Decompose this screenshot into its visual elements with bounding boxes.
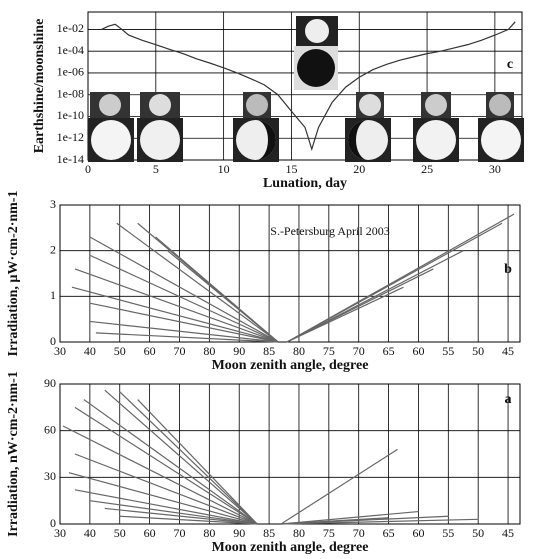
data-line — [89, 236, 279, 343]
panel-label: c — [507, 57, 513, 72]
y-tick-label: 1 — [50, 288, 56, 302]
x-tick-label: 30 — [54, 344, 66, 358]
data-line — [167, 250, 279, 343]
y-tick-label: 2 — [50, 242, 56, 256]
y-axis-label: Irradiation, µW·cm-2·nm-1 — [6, 191, 21, 357]
x-tick-label: 20 — [353, 162, 365, 176]
x-axis-label: Moon zenith angle, degree — [212, 540, 369, 555]
x-tick-label: 75 — [323, 344, 335, 358]
x-tick-label: 85 — [263, 344, 275, 358]
x-tick-label: 70 — [173, 344, 185, 358]
x-tick-label: 50 — [114, 344, 126, 358]
panel-label: a — [505, 392, 512, 407]
y-tick-label: 1e-04 — [57, 43, 84, 57]
data-line — [286, 286, 404, 343]
x-tick-label: 55 — [442, 526, 454, 540]
x-tick-label: 70 — [353, 526, 365, 540]
data-line — [101, 21, 516, 152]
data-line — [89, 254, 279, 343]
x-tick-label: 80 — [293, 344, 305, 358]
data-line — [95, 332, 279, 343]
x-tick-label: 40 — [84, 526, 96, 540]
x-tick-label: 80 — [203, 526, 215, 540]
x-tick-label: 65 — [383, 526, 395, 540]
data-line — [74, 453, 258, 525]
data-line — [89, 302, 279, 343]
data-line — [280, 448, 398, 525]
y-tick-label: 1e-06 — [57, 65, 84, 79]
data-line — [280, 510, 419, 525]
y-tick-label: 1e-12 — [57, 130, 84, 144]
data-line — [74, 406, 258, 525]
x-tick-label: 60 — [144, 344, 156, 358]
annotation: S.-Petersburg April 2003 — [270, 224, 389, 238]
x-tick-label: 45 — [502, 344, 514, 358]
x-tick-label: 50 — [114, 526, 126, 540]
data-line — [83, 399, 258, 525]
data-line — [71, 286, 279, 343]
y-tick-label: 0 — [50, 334, 56, 348]
panel: 1e-14 1e-12 1e-10 1e-08 1e-06 1e-04 1e-02 0 5 10 1… — [57, 11, 523, 191]
x-tick-label: 0 — [85, 162, 91, 176]
y-tick-label: 30 — [44, 469, 56, 483]
moon-images — [88, 16, 524, 162]
x-tick-label: 60 — [412, 344, 424, 358]
data-line — [104, 507, 258, 525]
data-line — [281, 517, 389, 525]
y-tick-label: 90 — [44, 376, 56, 390]
x-tick-label: 80 — [203, 344, 215, 358]
data-line — [286, 268, 434, 343]
x-tick-label: 50 — [472, 526, 484, 540]
x-axis-label: Lunation, day — [263, 176, 347, 191]
x-tick-label: 65 — [383, 344, 395, 358]
panel: 0 1 2 3 30 40 50 60 70 80 90 85 80 75 70 65 60 55 50 45 Moon… — [50, 197, 521, 373]
x-tick-label: 30 — [54, 526, 66, 540]
y-tick-label: 0 — [50, 516, 56, 530]
x-tick-label: 25 — [421, 162, 433, 176]
x-tick-label: 70 — [173, 526, 185, 540]
data-line — [89, 500, 258, 525]
y-tick-label: 3 — [50, 197, 56, 211]
x-tick-label: 60 — [412, 526, 424, 540]
x-tick-label: 75 — [323, 526, 335, 540]
data-line — [68, 472, 258, 525]
x-tick-label: 50 — [472, 344, 484, 358]
x-tick-label: 80 — [293, 526, 305, 540]
data-line — [74, 268, 279, 343]
x-tick-label: 55 — [442, 344, 454, 358]
y-axis-label: Irradiation, nW·cm-2·nm-1 — [6, 371, 21, 537]
data-line — [119, 391, 258, 525]
x-tick-label: 15 — [285, 162, 297, 176]
x-tick-label: 30 — [489, 162, 501, 176]
y-tick-label: 1e-10 — [57, 108, 84, 122]
y-tick-label: 1e-02 — [57, 21, 84, 35]
data-line — [119, 515, 258, 525]
x-tick-label: 45 — [502, 526, 514, 540]
plot-frame — [59, 383, 521, 525]
panel-label: b — [504, 262, 512, 277]
x-axis-label: Moon zenith angle, degree — [212, 358, 369, 373]
data-line — [137, 399, 258, 525]
data-line — [89, 320, 279, 343]
y-tick-label: 1e-14 — [57, 152, 84, 166]
y-tick-label: 1e-08 — [57, 86, 84, 100]
data-line — [74, 489, 258, 525]
y-axis-label: Earthshine/moonshine — [32, 19, 47, 154]
x-tick-label: 10 — [218, 162, 230, 176]
x-tick-label: 60 — [144, 526, 156, 540]
data-line — [62, 425, 258, 525]
data-line — [104, 389, 258, 525]
data-line — [281, 518, 479, 525]
data-line — [116, 222, 279, 343]
data-line — [286, 222, 503, 343]
x-tick-label: 40 — [84, 344, 96, 358]
x-tick-label: 85 — [263, 526, 275, 540]
x-tick-label: 70 — [353, 344, 365, 358]
x-tick-label: 90 — [233, 344, 245, 358]
x-tick-label: 90 — [233, 526, 245, 540]
x-tick-label: 5 — [153, 162, 159, 176]
y-tick-label: 60 — [44, 422, 56, 436]
